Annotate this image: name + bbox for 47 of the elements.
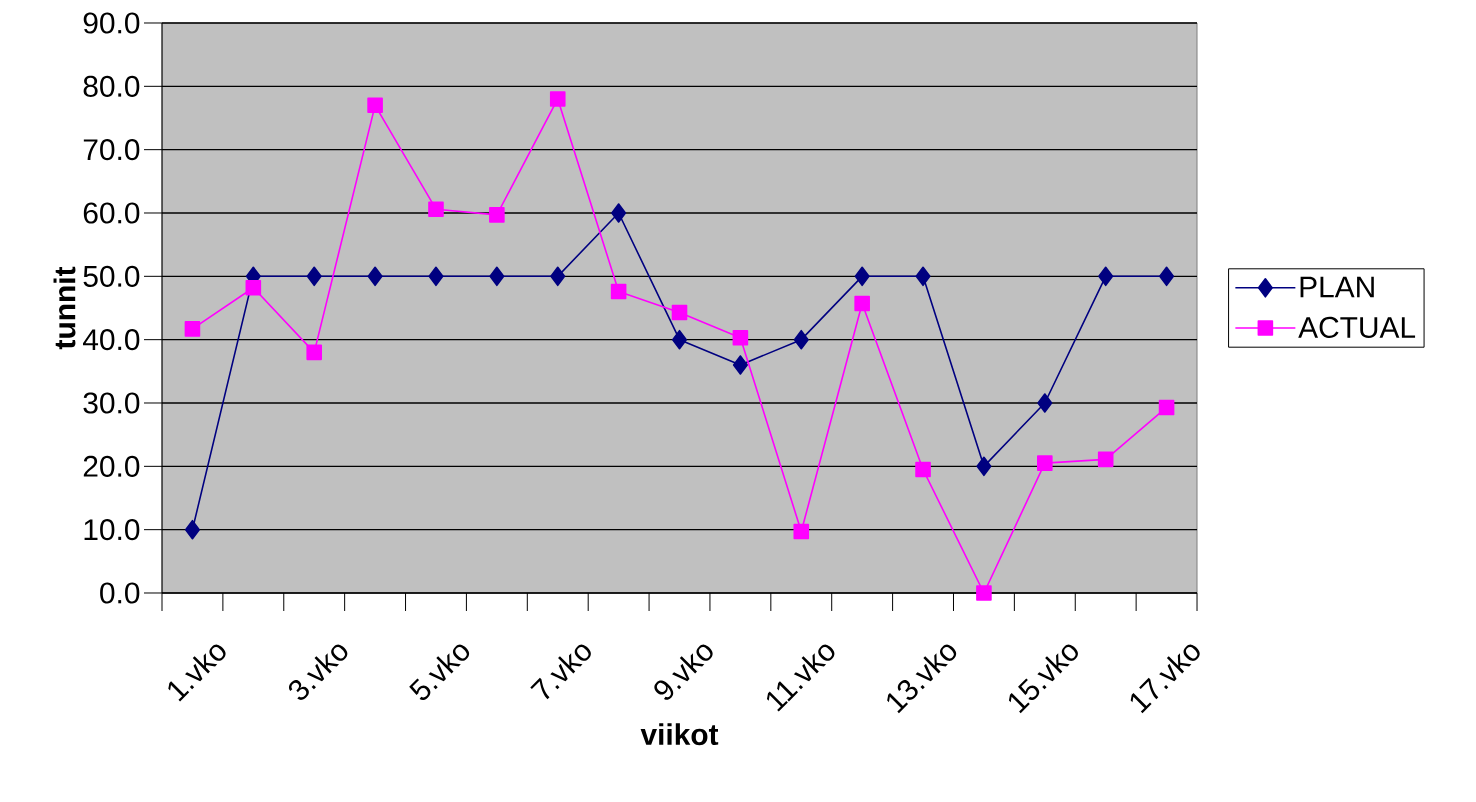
point [732,355,748,375]
point [1097,451,1114,468]
point [1037,393,1053,413]
point [306,266,322,287]
y-tick-label: 70.0 [83,139,140,161]
point [671,329,688,350]
x-axis-title: viikot [640,723,719,746]
legend-label: PLAN [1300,276,1374,298]
point [489,207,505,223]
point [184,321,201,337]
point [1037,455,1053,471]
point [184,519,200,540]
point [732,329,749,346]
point [671,304,688,321]
point [610,283,627,300]
y-tick-label: 80.0 [83,75,140,97]
point [367,266,383,287]
point [1098,266,1114,287]
point [976,585,992,601]
point [793,329,809,350]
y-tick-label: 90.0 [83,12,140,34]
y-tick-label: 50.0 [83,265,140,287]
point [854,266,870,287]
y-tick-label: 20.0 [83,455,140,477]
point [489,266,505,287]
legend-label: ACTUAL [1298,316,1416,338]
point [976,456,992,477]
point [428,201,444,217]
point [550,266,566,287]
y-tick-label: 0.0 [100,582,140,604]
point [1159,266,1175,287]
point [915,461,931,478]
point [549,91,566,107]
y-tick-label: 30.0 [83,392,140,414]
y-tick-label: 40.0 [83,329,140,351]
point [915,266,931,287]
point [1158,399,1175,416]
y-tick-label: 60.0 [83,202,140,224]
point [428,266,444,287]
point [611,203,627,223]
point [854,295,870,312]
y-tick-label: 10.0 [84,519,140,541]
point [306,344,323,361]
point [367,97,383,114]
point [793,523,810,540]
y-axis-title: tunnit [53,266,76,350]
point [245,279,262,296]
